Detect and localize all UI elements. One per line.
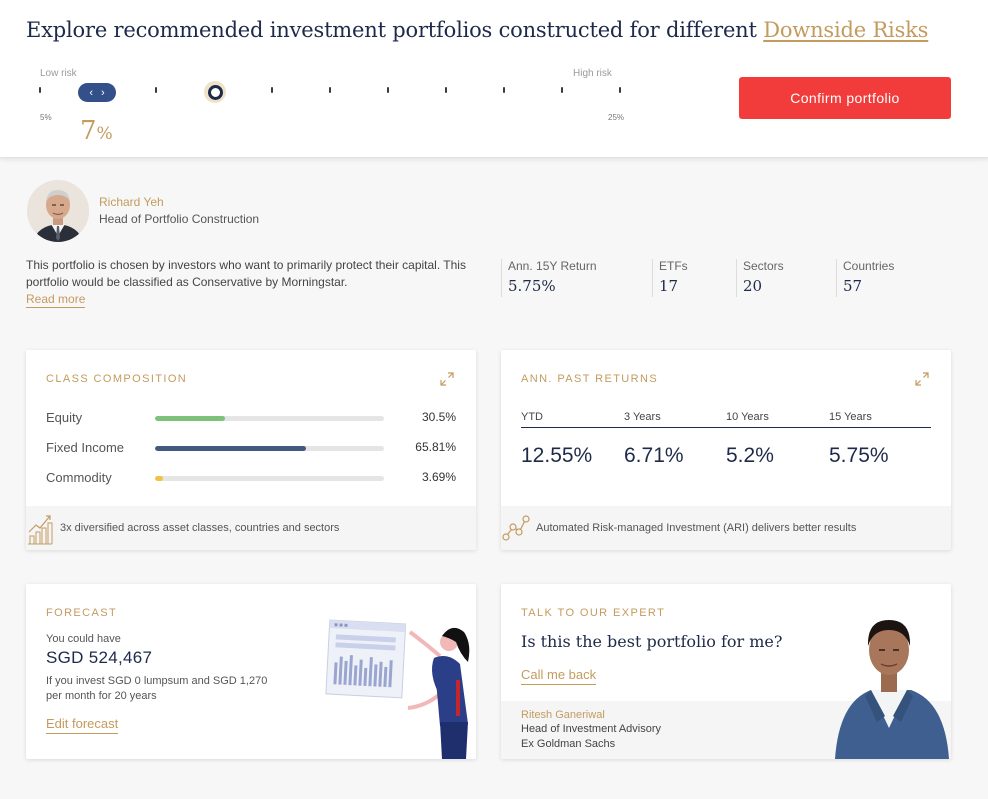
return-period-3y: 3 Years — [624, 411, 661, 423]
card-title: ANN. PAST RETURNS — [521, 373, 659, 385]
manager-title: Head of Portfolio Construction — [99, 212, 260, 226]
stat-value: 20 — [743, 277, 763, 295]
slider-handle-center — [207, 84, 223, 100]
risk-header: Explore recommended investment portfolio… — [0, 0, 988, 158]
return-value-3y: 6.71% — [624, 444, 684, 467]
manager-name: Richard Yeh — [99, 195, 164, 209]
returns-divider — [521, 427, 931, 428]
call-me-back-link[interactable]: Call me back — [521, 667, 597, 685]
composition-percent: 3.69% — [421, 470, 456, 484]
chevron-left-icon[interactable]: ‹ — [89, 86, 93, 99]
stat-value: 17 — [659, 277, 679, 295]
composition-row-commodity: Commodity 3.69% — [46, 468, 456, 488]
stat-value: 57 — [843, 277, 863, 295]
stat-sectors: Sectors 20 — [736, 259, 836, 297]
forecast-note: If you invest SGD 0 lumpsum and SGD 1,27… — [46, 675, 268, 702]
stat-label: ETFs — [659, 259, 688, 273]
expert-photo-icon — [835, 620, 949, 759]
composition-name: Equity — [46, 410, 83, 425]
composition-bar-fill — [155, 446, 306, 451]
slider-handle[interactable] — [204, 81, 226, 103]
returns-footer-text: Automated Risk-managed Investment (ARI) … — [536, 522, 857, 534]
risk-slider[interactable]: Low risk High risk ‹ › 5% 25% 7% — [38, 66, 628, 146]
stat-countries: Countries 57 — [836, 259, 946, 297]
return-value-10y: 5.2% — [726, 444, 774, 467]
manager-avatar — [27, 180, 89, 242]
class-composition-card: CLASS COMPOSITION Equity 30.5% Fixed Inc… — [26, 350, 476, 550]
stat-value: 5.75% — [508, 277, 556, 295]
slider-tick — [155, 87, 157, 93]
slider-tick — [503, 87, 505, 93]
expert-role: Head of Investment Advisory — [521, 723, 662, 735]
composition-row-equity: Equity 30.5% — [46, 408, 456, 428]
slider-tick — [387, 87, 389, 93]
min-percent-label: 5% — [40, 113, 52, 122]
low-risk-label: Low risk — [40, 68, 77, 79]
edit-forecast-link[interactable]: Edit forecast — [46, 716, 119, 734]
downside-risks-link[interactable]: Downside Risks — [763, 18, 929, 42]
return-value-ytd: 12.55% — [521, 444, 593, 467]
composition-footer: 3x diversified across asset classes, cou… — [26, 506, 476, 550]
composition-bar-fill — [155, 416, 225, 421]
stat-label: Ann. 15Y Return — [508, 259, 597, 273]
composition-percent: 30.5% — [421, 410, 456, 424]
forecast-card: FORECAST You could have SGD 524,467 If y… — [26, 584, 476, 759]
portfolio-description: This portfolio is chosen by investors wh… — [26, 258, 466, 289]
slider-tick — [271, 87, 273, 93]
person-icon — [27, 180, 89, 242]
page-headline: Explore recommended investment portfolio… — [26, 18, 928, 42]
current-risk-value: 7% — [80, 116, 113, 146]
stat-etfs: ETFs 17 — [652, 259, 736, 297]
composition-bar — [155, 476, 384, 481]
composition-footer-text: 3x diversified across asset classes, cou… — [60, 522, 340, 534]
expert-previous-employer: Ex Goldman Sachs — [521, 738, 616, 750]
slider-nav-pill[interactable]: ‹ › — [78, 83, 116, 102]
card-title: CLASS COMPOSITION — [46, 373, 188, 385]
expert-question: Is this the best portfolio for me? — [521, 632, 783, 651]
slider-tick — [39, 87, 41, 93]
stat-annual-return: Ann. 15Y Return 5.75% — [501, 259, 651, 297]
expand-icon[interactable] — [915, 372, 929, 386]
expert-name: Ritesh Ganeriwal — [521, 709, 605, 721]
current-risk-unit: % — [96, 124, 113, 144]
stat-label: Countries — [843, 259, 895, 273]
slider-tick — [445, 87, 447, 93]
stat-label: Sectors — [743, 259, 784, 273]
composition-name: Fixed Income — [46, 440, 125, 455]
expert-card: TALK TO OUR EXPERT Is this the best port… — [501, 584, 951, 759]
return-period-10y: 10 Years — [726, 411, 769, 423]
slider-tick — [561, 87, 563, 93]
forecast-subtitle: You could have — [46, 633, 121, 645]
return-period-15y: 15 Years — [829, 411, 872, 423]
current-risk-number: 7 — [80, 116, 97, 146]
read-more-link[interactable]: Read more — [26, 292, 86, 308]
headline-text: Explore recommended investment portfolio… — [26, 18, 764, 42]
chevron-right-icon[interactable]: › — [101, 86, 105, 99]
composition-row-fixed-income: Fixed Income 65.81% — [46, 438, 456, 458]
slider-tick — [329, 87, 331, 93]
confirm-portfolio-button[interactable]: Confirm portfolio — [739, 77, 951, 119]
past-returns-card: ANN. PAST RETURNS YTD 3 Years 10 Years 1… — [501, 350, 951, 550]
returns-footer: Automated Risk-managed Investment (ARI) … — [501, 506, 951, 550]
slider-tick — [619, 87, 621, 93]
expand-icon[interactable] — [440, 372, 454, 386]
card-title: TALK TO OUR EXPERT — [521, 607, 666, 619]
composition-percent: 65.81% — [415, 440, 456, 454]
composition-bar-fill — [155, 476, 164, 481]
line-chart-icon — [502, 515, 530, 541]
card-title: FORECAST — [46, 607, 118, 619]
composition-bar — [155, 446, 384, 451]
high-risk-label: High risk — [573, 68, 612, 79]
max-percent-label: 25% — [608, 113, 625, 122]
forecast-amount: SGD 524,467 — [46, 648, 153, 667]
composition-name: Commodity — [46, 470, 112, 485]
composition-bar — [155, 416, 384, 421]
growth-chart-icon — [28, 515, 53, 545]
return-period-ytd: YTD — [521, 411, 543, 423]
presenter-illustration-icon — [325, 619, 470, 759]
return-value-15y: 5.75% — [829, 444, 889, 467]
